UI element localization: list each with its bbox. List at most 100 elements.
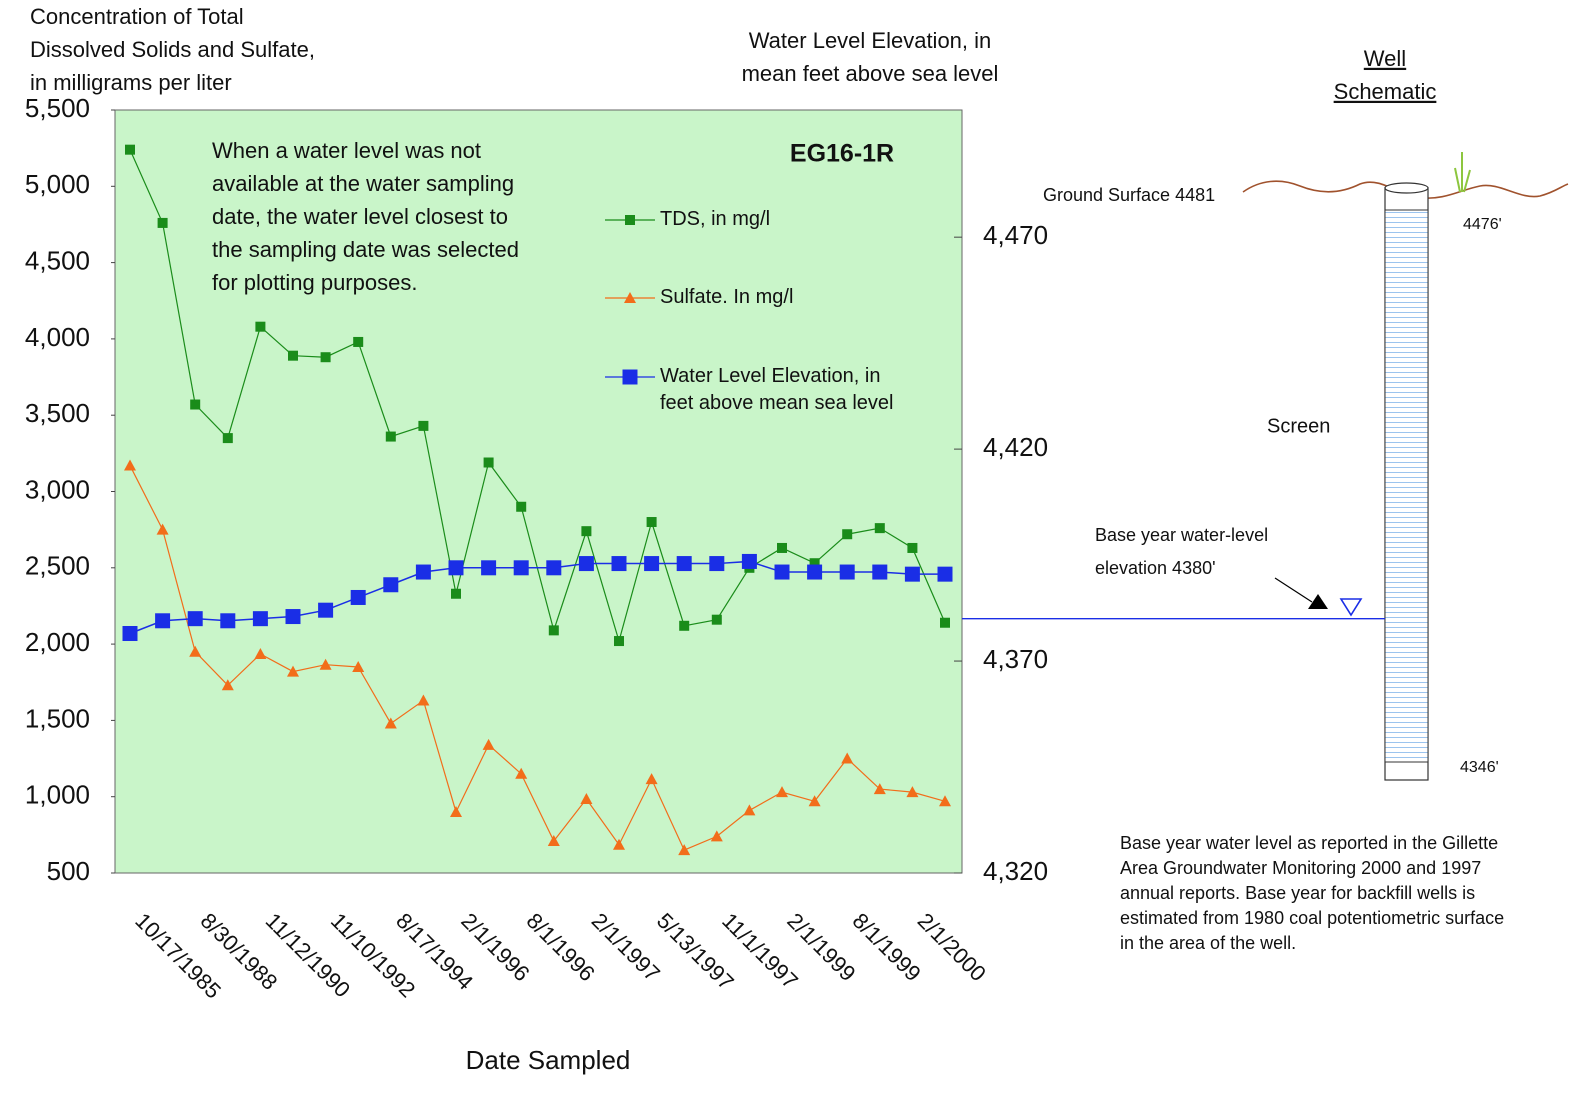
x-tick-label: 8/1/1999: [848, 908, 926, 986]
data-point: [937, 566, 953, 582]
data-point: [125, 144, 135, 155]
data-point: [417, 694, 430, 706]
data-point: [385, 431, 396, 442]
data-point: [906, 786, 919, 798]
x-axis-title: Date Sampled: [466, 1045, 631, 1075]
data-point: [156, 523, 169, 535]
note: for plotting purposes.: [212, 270, 417, 295]
top-depth-label: 4476': [1463, 216, 1502, 233]
data-point: [287, 665, 299, 677]
ground-surface-label: Ground Surface 4481: [1043, 185, 1215, 205]
y-tick-label: 4,500: [25, 245, 90, 275]
data-point: [578, 556, 594, 572]
data-point: [383, 577, 399, 593]
data-point: [644, 556, 660, 572]
data-point: [254, 648, 267, 660]
data-point: [222, 433, 233, 444]
note: the sampling date was selected: [212, 237, 519, 262]
data-point: [776, 786, 788, 798]
y2-tick-label: 4,470: [983, 220, 1048, 250]
data-point: [157, 217, 168, 228]
x-tick-label: 2/1/2000: [913, 908, 991, 986]
schematic-title: Schematic: [1334, 79, 1437, 104]
note: available at the water sampling: [212, 171, 514, 196]
y-axis-title: Concentration of Total: [30, 4, 244, 29]
data-point: [189, 645, 202, 657]
y-tick-label: 5,000: [25, 169, 90, 199]
data-point: [448, 560, 464, 576]
bottom-depth-label: 4346': [1460, 759, 1499, 776]
data-point: [809, 558, 820, 569]
data-point: [515, 767, 528, 779]
data-point: [353, 336, 364, 347]
data-point: [774, 564, 790, 580]
footnote: Area Groundwater Monitoring 2000 and 199…: [1120, 858, 1481, 878]
data-point: [415, 564, 431, 580]
data-point: [611, 556, 627, 572]
data-point: [548, 625, 559, 636]
grass-icon: [1454, 152, 1471, 193]
footnote: annual reports. Base year for backfill w…: [1120, 883, 1475, 903]
data-point: [646, 517, 657, 528]
data-point: [808, 795, 821, 807]
data-point: [285, 609, 301, 625]
data-point: [482, 738, 495, 750]
y-axis-title: in milligrams per liter: [30, 70, 232, 95]
data-point: [614, 636, 624, 647]
data-point: [352, 660, 365, 672]
data-point: [190, 399, 201, 410]
data-point: [710, 830, 723, 842]
data-point: [450, 805, 462, 817]
legend-entry: TDS, in mg/l: [660, 208, 771, 230]
data-point: [124, 459, 136, 471]
series-line: [129, 149, 946, 644]
data-point: [873, 783, 886, 795]
water-level-symbol: [1339, 598, 1363, 617]
data-point: [320, 352, 331, 363]
legend-label: Water Level Elevation, in feet above mea…: [660, 365, 894, 414]
y-tick-label: 1,000: [25, 780, 90, 810]
footnote: Base year water level as reported in the…: [1120, 833, 1498, 853]
legend-marker: [622, 369, 638, 385]
note: When a water level was not: [212, 138, 481, 163]
data-point: [318, 602, 334, 618]
base-year-label: Base year water-level: [1095, 525, 1268, 545]
y-tick-label: 2,500: [25, 551, 90, 581]
arrow-line: [1274, 577, 1313, 603]
data-point: [709, 556, 725, 572]
base-year-label: elevation 4380': [1095, 558, 1216, 578]
data-point: [581, 526, 592, 537]
data-point: [384, 717, 397, 729]
data-point: [711, 614, 722, 625]
data-point: [940, 617, 950, 628]
schematic-title: Well: [1364, 46, 1406, 71]
data-point: [741, 553, 757, 569]
series: Sulfate. In mg/l: [124, 286, 951, 856]
data-point: [907, 542, 918, 553]
legend-entry: Sulfate. In mg/l: [660, 286, 793, 308]
series: TDS, in mg/l: [125, 144, 950, 647]
y-tick-label: 4,000: [25, 322, 90, 352]
data-point: [842, 529, 853, 540]
chart-title: EG16-1R: [790, 140, 894, 168]
data-point: [516, 501, 527, 512]
y2-tick-label: 4,420: [983, 432, 1048, 462]
y-tick-label: 500: [47, 856, 90, 886]
data-point: [319, 658, 332, 670]
data-point: [483, 457, 494, 468]
y2-tick-label: 4,370: [983, 644, 1048, 674]
data-point: [122, 626, 138, 642]
series: Water Level Elevation, in feet above mea…: [122, 365, 953, 642]
legend-label: TDS, in mg/l: [660, 208, 771, 230]
data-point: [187, 611, 203, 627]
data-point: [288, 350, 298, 361]
well-top: [1384, 182, 1429, 194]
screen-label: Screen: [1267, 415, 1330, 437]
legend-entry: Water Level Elevation, in feet above mea…: [660, 365, 894, 414]
data-point: [874, 523, 885, 534]
data-point: [645, 773, 658, 785]
data-point: [220, 613, 236, 629]
data-point: [580, 792, 593, 804]
footnote: in the area of the well.: [1120, 933, 1296, 953]
